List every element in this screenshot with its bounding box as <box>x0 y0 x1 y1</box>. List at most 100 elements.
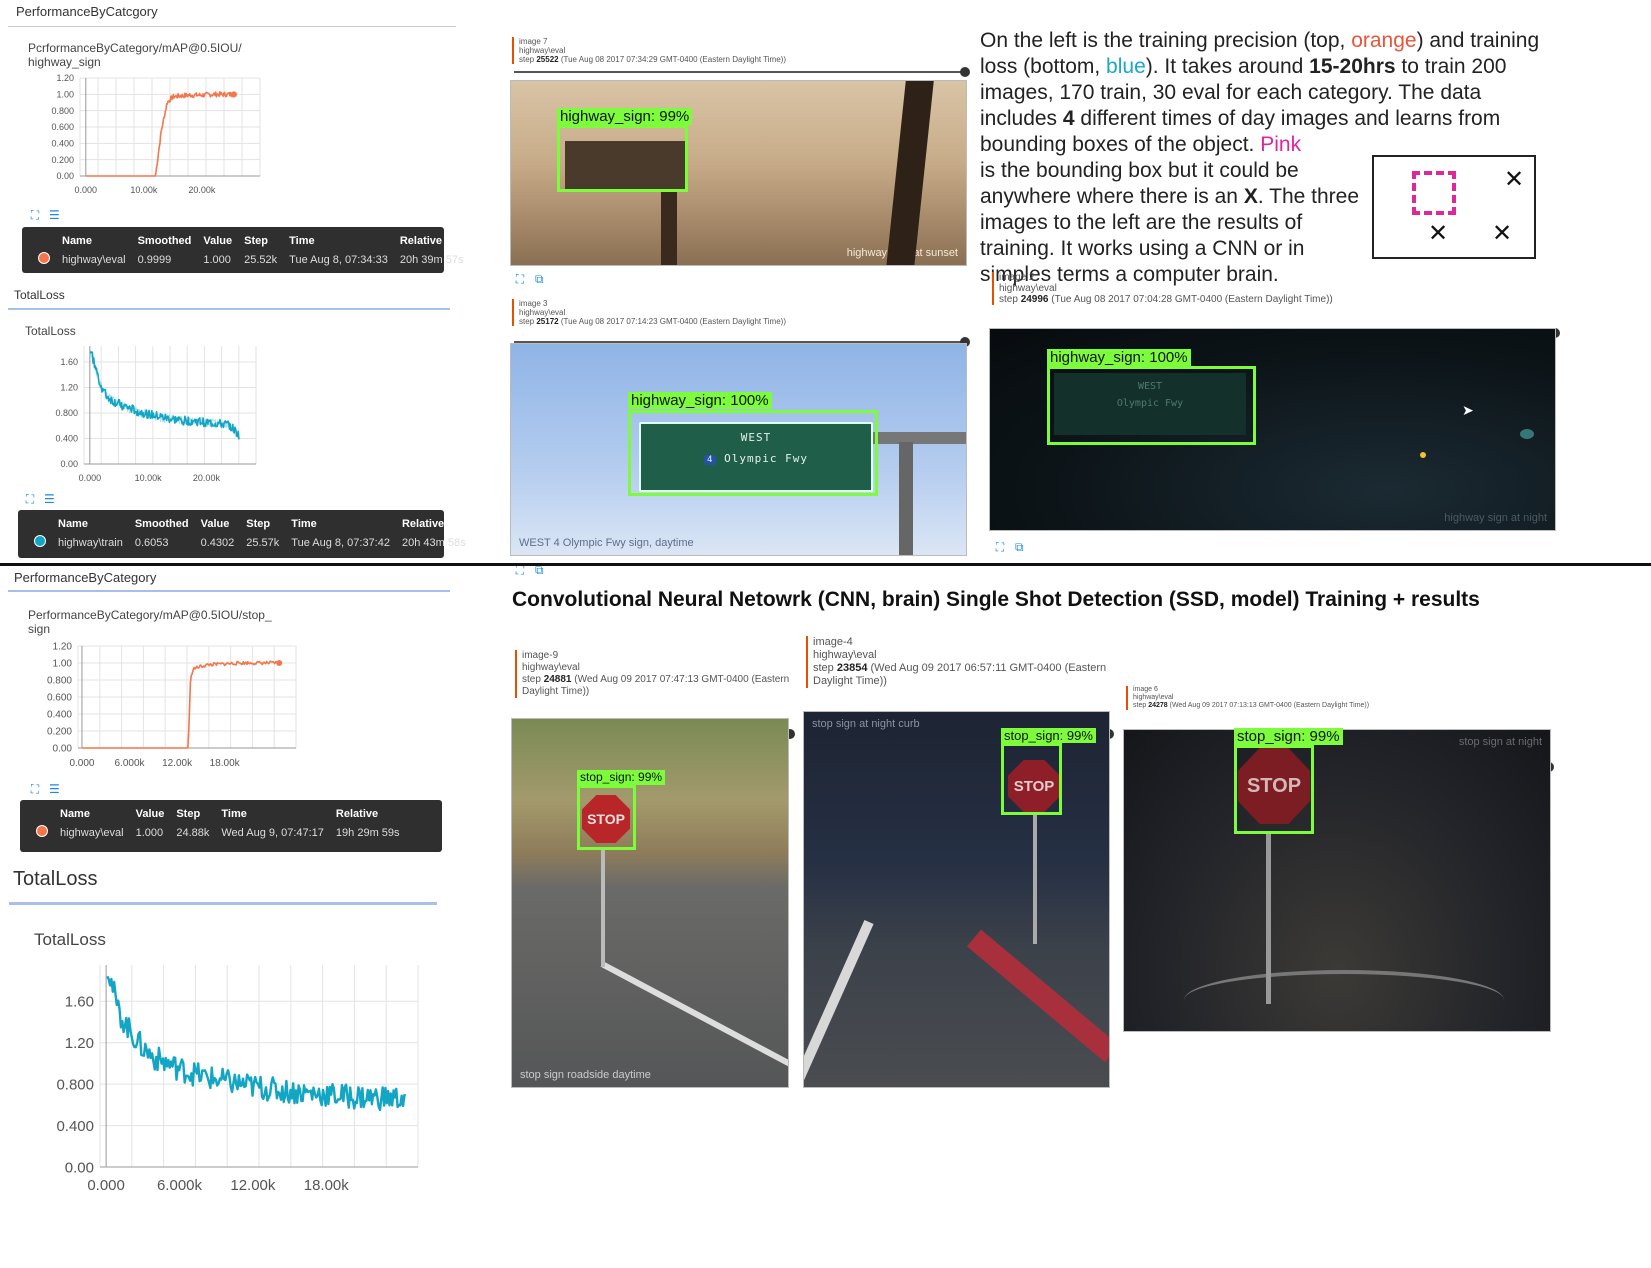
photo-image3: WEST 4 Olympic Fwy sign, daytime WEST 4 … <box>510 343 967 556</box>
x-tick-label: 20.00k <box>188 185 216 195</box>
y-tick-label: 1.20 <box>53 642 73 653</box>
loss-chart-highway: 1.60 1.20 0.800 0.400 0.000.000 10.00k 20.00k <box>55 346 257 483</box>
tooltip-header: Relative <box>335 808 379 820</box>
x-tick-label: 6.000k <box>115 758 146 769</box>
sign-line-route: 4 Olympic Fwy <box>641 452 871 465</box>
expand-icon[interactable]: ⛶ <box>25 492 35 506</box>
step-slider[interactable] <box>514 67 970 77</box>
tooltip-header: Relative <box>399 235 443 247</box>
sign-line-west: WEST <box>740 431 772 444</box>
expand-icon[interactable]: ⛶ <box>30 782 40 796</box>
x-tick-label: 0.000 <box>75 185 98 195</box>
image-meta-4: image-4 highway\eval step 23854 (Wed Aug… <box>806 636 1111 688</box>
bounding-box-legend: ✕ ✕ ✕ <box>1372 155 1536 259</box>
pink-bounding-box <box>1412 171 1456 215</box>
x-tick-label: 20.00k <box>193 473 221 483</box>
y-tick-label: 0.00 <box>56 171 74 181</box>
series-end-point <box>276 660 283 666</box>
tooltip-header: Name <box>60 808 90 820</box>
detection-box <box>1001 743 1062 815</box>
gantry-beam <box>871 432 966 444</box>
tooltip-header: Step <box>176 808 201 820</box>
series-end-point <box>230 91 237 98</box>
x-tick-label: 6.000k <box>157 1177 203 1194</box>
expand-icon[interactable]: ⛶ <box>30 208 40 222</box>
detection-label: stop_sign: 99% <box>577 770 666 785</box>
x-tick-label: 12.00k <box>230 1177 276 1194</box>
series-color-dot <box>36 825 48 837</box>
detection-box <box>1047 366 1256 445</box>
tooltip-cell: 1.000 <box>203 253 231 266</box>
stop-sign: STOP <box>1238 748 1310 824</box>
data-toggle-icon[interactable]: ☰ <box>48 782 60 796</box>
fit-icon[interactable]: ⧉ <box>1015 540 1024 554</box>
detection-box <box>557 125 688 192</box>
expand-icon[interactable]: ⛶ <box>515 272 525 286</box>
image-meta-2: image 2 highway\eval step 24996 (Tue Aug… <box>992 272 1552 305</box>
slider-knob[interactable] <box>785 729 795 739</box>
series-line <box>82 660 280 749</box>
detection-label: stop_sign: 99% <box>1001 728 1096 743</box>
data-toggle-icon[interactable]: ☰ <box>43 492 55 506</box>
red-curb <box>966 929 1109 1063</box>
section-divider <box>0 563 1651 566</box>
series-line <box>85 91 235 177</box>
tooltip-header: Step <box>244 235 268 247</box>
detection-label: highway_sign: 99% <box>557 108 693 125</box>
tooltip-header: Relative <box>401 518 445 530</box>
tooltip-header: Name <box>58 518 88 530</box>
tooltip-cell: 0.6053 <box>134 536 169 549</box>
tooltip-cell: 20h 39m 57s <box>399 253 464 266</box>
fit-icon[interactable]: ⧉ <box>535 563 544 577</box>
image-meta-3: image 3 highway\eval step 25172 (Tue Aug… <box>512 299 972 326</box>
chart-tools: ⛶ ☰ <box>27 208 62 222</box>
tooltip-cell: highway\eval <box>62 253 126 266</box>
expand-icon[interactable]: ⛶ <box>995 540 1005 554</box>
x-tick-label: 0.000 <box>79 473 102 483</box>
step-slider[interactable] <box>514 337 970 347</box>
tooltip-cell: 19h 29m 59s <box>335 826 400 839</box>
photo-image4: stop sign at night curb STOP <box>803 711 1110 1088</box>
y-tick-label: 0.00 <box>53 744 73 755</box>
light-glow <box>1420 452 1426 458</box>
x-tick-label: 10.00k <box>130 185 158 195</box>
detection-box <box>628 410 878 496</box>
image-meta-6: image 6 highway\eval step 24278 (Wed Aug… <box>1126 686 1556 710</box>
photo-placeholder-label: stop sign roadside daytime <box>520 1069 651 1081</box>
data-toggle-icon[interactable]: ☰ <box>48 208 60 222</box>
light-glow <box>1520 429 1534 439</box>
stop-sign: STOP <box>582 795 630 843</box>
map-chart-title: PerformanceByCategory/mAP@0.5IOU/stop_ s… <box>28 608 272 636</box>
mouse-cursor-icon: ➤ <box>1462 402 1474 418</box>
fit-icon[interactable]: ⧉ <box>535 272 544 286</box>
pole-shape <box>886 81 934 265</box>
photo-image6: stop sign at night STOP <box>1123 729 1551 1032</box>
sign-pole <box>1033 812 1037 944</box>
y-tick-label: 0.00 <box>60 459 78 469</box>
y-tick-label: 1.20 <box>60 383 78 393</box>
road-line <box>1184 970 1504 1030</box>
slider-knob[interactable] <box>960 337 970 347</box>
x-marker-icon: ✕ <box>1504 166 1525 193</box>
section-title-totalloss: TotalLoss <box>14 288 65 302</box>
tooltip-header: Step <box>246 518 271 530</box>
y-tick-label: 0.800 <box>56 1076 94 1093</box>
series-color-dot <box>38 252 50 264</box>
x-tick-label: 12.00k <box>162 758 193 769</box>
highway-sign: WEST 4 Olympic Fwy <box>639 422 873 492</box>
y-tick-label: 1.00 <box>53 659 73 670</box>
highway-sign: WEST Olympic Fwy <box>1054 373 1246 435</box>
tooltip-header: Time <box>291 518 317 530</box>
image-meta-9: image-9 highway\eval step 24881 (Wed Aug… <box>515 650 795 698</box>
tooltip-header: Time <box>289 235 315 247</box>
y-tick-label: 0.200 <box>47 727 72 738</box>
y-tick-label: 0.400 <box>55 434 78 444</box>
photo-placeholder-label: WEST 4 Olympic Fwy sign, daytime <box>519 537 694 549</box>
detection-label: highway_sign: 100% <box>628 392 772 409</box>
tooltip-map-highway: Name Smoothed Value Step Time Relative h… <box>22 227 463 273</box>
slider-knob[interactable] <box>960 67 970 77</box>
expand-icon[interactable]: ⛶ <box>515 563 525 577</box>
series-color-dot <box>34 535 46 547</box>
y-tick-label: 1.20 <box>65 1035 94 1052</box>
tooltip-map-stop: Name Value Step Time Relative highway\ev… <box>20 800 442 852</box>
